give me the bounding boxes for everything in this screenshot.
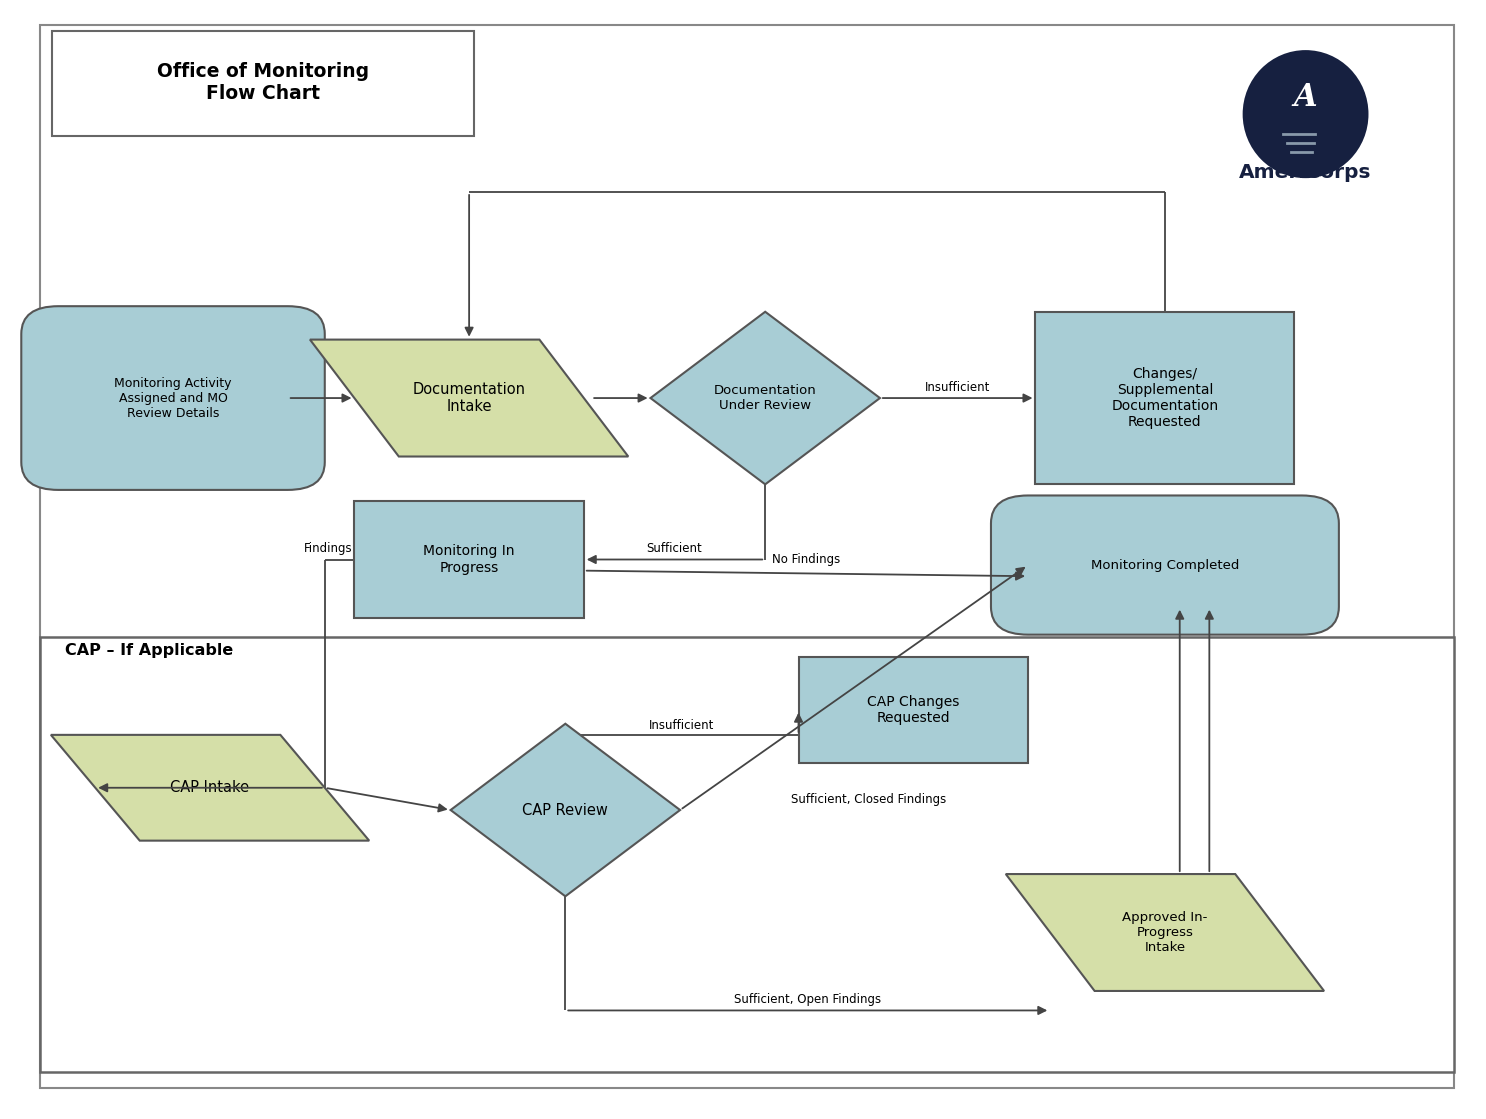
FancyBboxPatch shape	[991, 496, 1339, 634]
Text: Monitoring In
Progress: Monitoring In Progress	[424, 545, 514, 574]
FancyBboxPatch shape	[798, 657, 1028, 763]
FancyBboxPatch shape	[52, 30, 474, 137]
Polygon shape	[311, 339, 629, 457]
FancyBboxPatch shape	[21, 307, 325, 490]
Text: A: A	[1294, 82, 1318, 113]
Text: No Findings: No Findings	[771, 553, 840, 566]
Text: Sufficient, Open Findings: Sufficient, Open Findings	[734, 993, 881, 1006]
Text: CAP Intake: CAP Intake	[171, 780, 250, 796]
Text: Insufficient: Insufficient	[924, 380, 990, 394]
Text: Office of Monitoring
Flow Chart: Office of Monitoring Flow Chart	[158, 63, 370, 103]
Polygon shape	[1006, 874, 1324, 991]
Text: Sufficient: Sufficient	[646, 542, 703, 555]
FancyBboxPatch shape	[1036, 312, 1294, 485]
Text: Approved In-
Progress
Intake: Approved In- Progress Intake	[1122, 911, 1208, 955]
Text: Documentation
Under Review: Documentation Under Review	[713, 384, 817, 412]
Ellipse shape	[1242, 50, 1369, 178]
FancyBboxPatch shape	[40, 638, 1453, 1072]
Text: Changes/
Supplemental
Documentation
Requested: Changes/ Supplemental Documentation Requ…	[1112, 367, 1219, 430]
Text: Monitoring Completed: Monitoring Completed	[1091, 558, 1239, 572]
Text: CAP – If Applicable: CAP – If Applicable	[65, 643, 233, 658]
Polygon shape	[450, 724, 681, 896]
Text: AmeriCorps: AmeriCorps	[1239, 162, 1372, 181]
Text: Documentation
Intake: Documentation Intake	[413, 382, 526, 414]
Text: CAP Review: CAP Review	[523, 802, 608, 818]
Text: Sufficient, Closed Findings: Sufficient, Closed Findings	[791, 792, 947, 806]
FancyBboxPatch shape	[354, 501, 584, 618]
Polygon shape	[651, 312, 880, 485]
Polygon shape	[51, 735, 369, 840]
Text: Findings: Findings	[305, 542, 352, 555]
Text: Monitoring Activity
Assigned and MO
Review Details: Monitoring Activity Assigned and MO Revi…	[114, 377, 232, 420]
Text: Insufficient: Insufficient	[649, 718, 715, 732]
Text: CAP Changes
Requested: CAP Changes Requested	[866, 695, 960, 725]
FancyBboxPatch shape	[40, 25, 1453, 1089]
